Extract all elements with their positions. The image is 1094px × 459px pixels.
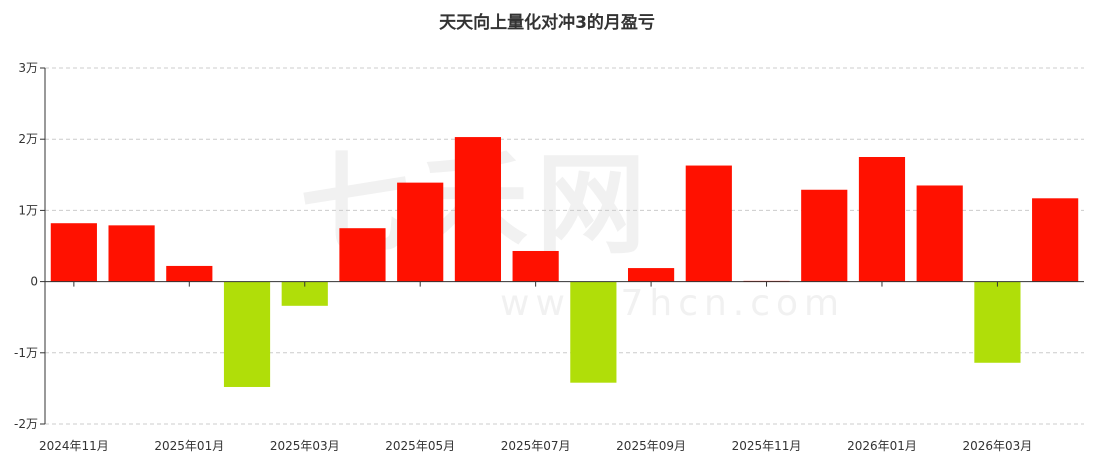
bar [570, 281, 617, 383]
y-tick-label: -1万 [14, 346, 38, 360]
x-tick-label: 2025年01月 [154, 439, 224, 453]
bar [50, 223, 97, 282]
bar [166, 265, 213, 282]
bar [916, 185, 963, 282]
x-tick-label: 2026年03月 [963, 439, 1033, 453]
y-tick-label: -2万 [14, 417, 38, 431]
bar [627, 268, 675, 282]
bar [339, 228, 386, 282]
bar [223, 281, 271, 387]
bar [397, 182, 444, 282]
x-tick-label: 2024年11月 [39, 439, 109, 453]
x-tick-label: 2025年11月 [732, 439, 802, 453]
x-tick-label: 2026年01月 [847, 439, 917, 453]
bar [858, 157, 906, 282]
bar [108, 225, 155, 282]
chart-title: 天天向上量化对冲3的月盈亏 [439, 13, 655, 33]
y-tick-label: 2万 [18, 132, 38, 146]
bar [974, 281, 1021, 363]
bar [801, 189, 848, 282]
x-tick-label: 2025年07月 [501, 439, 571, 453]
bar [685, 165, 732, 282]
bar [454, 137, 502, 282]
y-tick-label: 1万 [18, 203, 38, 217]
x-tick-label: 2025年05月 [385, 439, 455, 453]
x-tick-label: 2025年03月 [270, 439, 340, 453]
watermark-url: www.7hcn.com [500, 283, 846, 324]
x-tick-label: 2025年09月 [616, 439, 686, 453]
y-tick-label: 3万 [18, 61, 38, 75]
bar [512, 250, 559, 282]
bar [1032, 198, 1079, 282]
y-tick-label: 0 [30, 275, 38, 289]
